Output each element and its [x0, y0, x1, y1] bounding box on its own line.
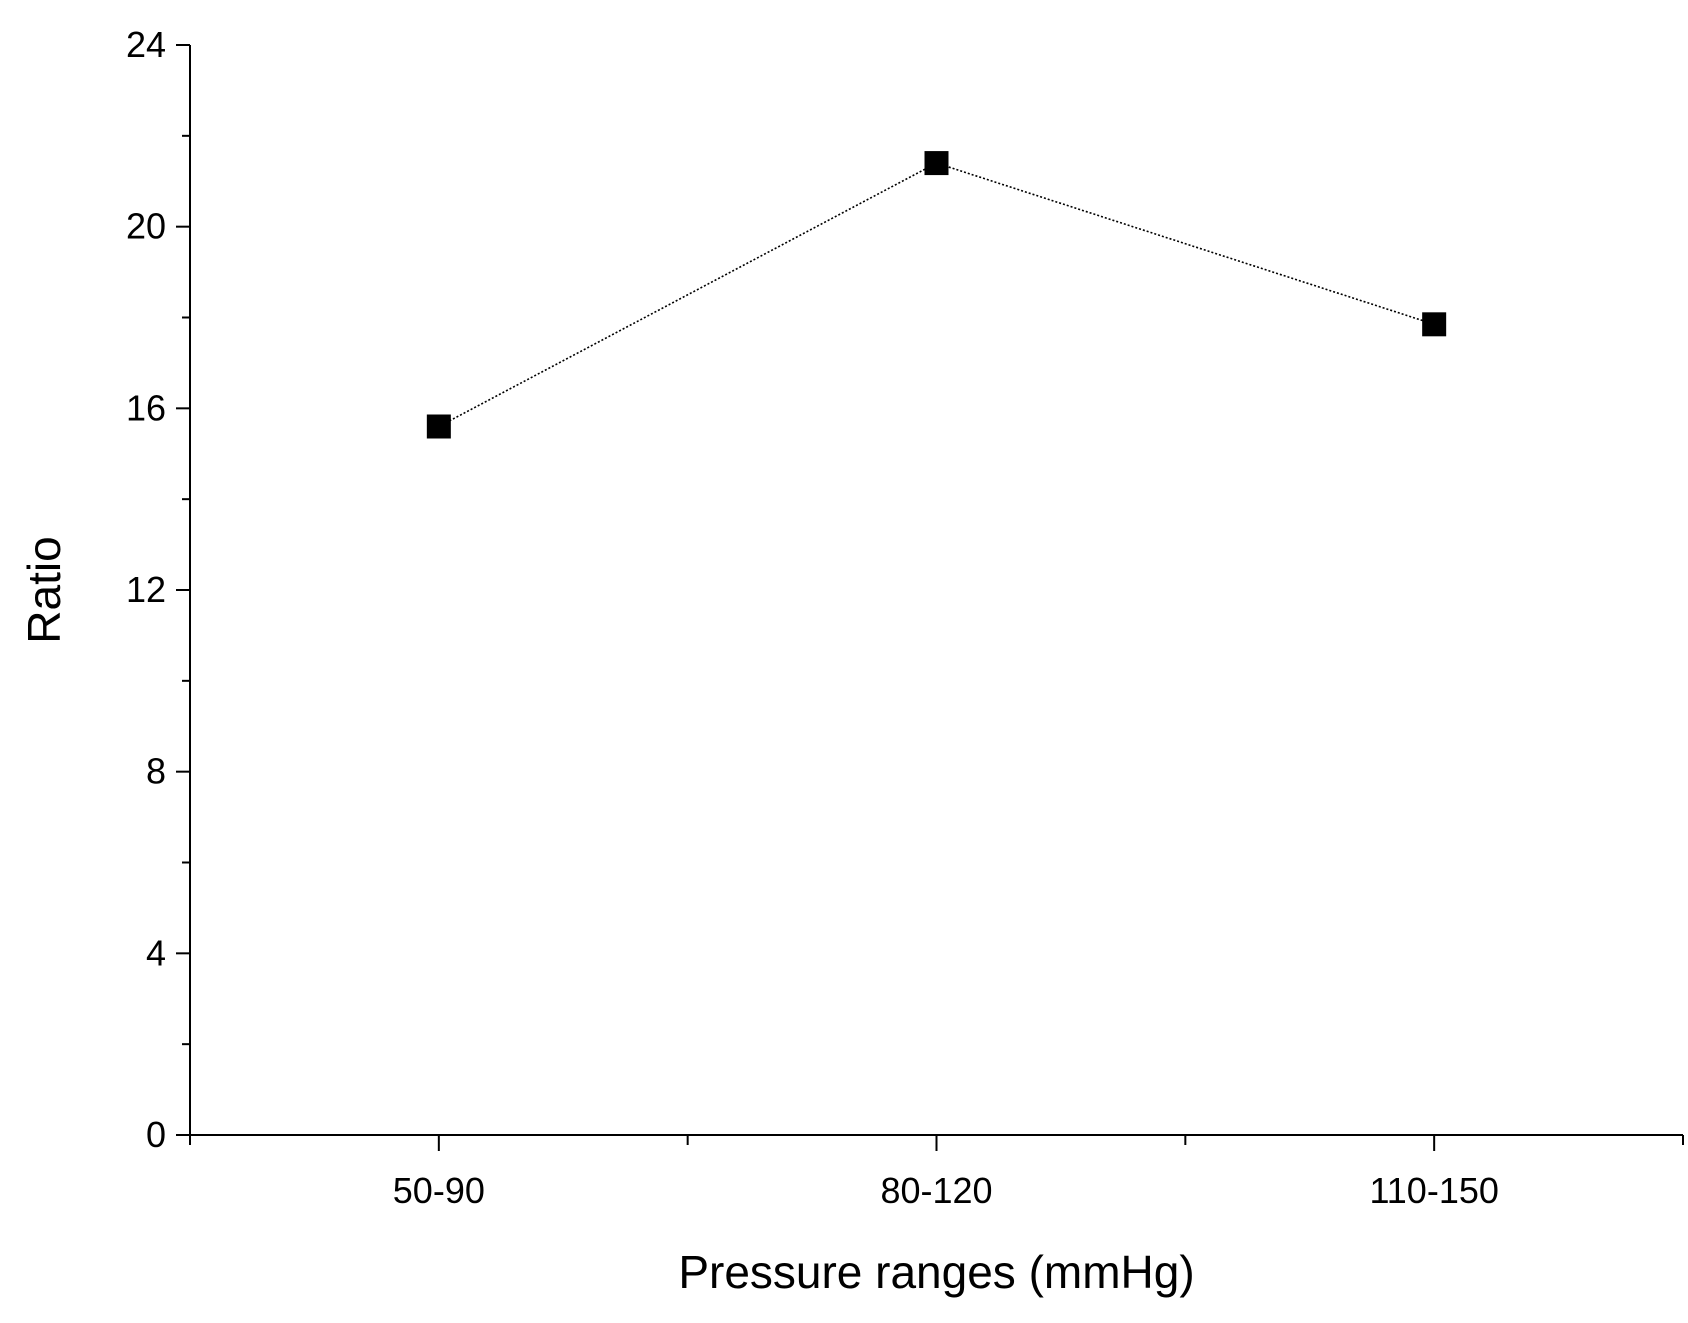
y-tick-label: 20	[126, 206, 166, 247]
y-tick-label: 24	[126, 24, 166, 65]
chart-background	[0, 0, 1688, 1323]
x-tick-label: 110-150	[1369, 1170, 1498, 1211]
y-tick-label: 12	[126, 569, 166, 610]
data-point-marker	[427, 415, 451, 439]
y-tick-label: 0	[146, 1114, 166, 1155]
data-point-marker	[1422, 312, 1446, 336]
y-axis-title: Ratio	[18, 536, 70, 643]
x-tick-label: 80-120	[880, 1170, 992, 1211]
data-point-marker	[925, 151, 949, 175]
x-axis-title: Pressure ranges (mmHg)	[678, 1246, 1194, 1298]
chart: 0 4 8 12 16 20 24 50-90 80-120 110-150 Pressure r…	[0, 0, 1688, 1323]
y-tick-label: 16	[126, 387, 166, 428]
y-tick-label: 4	[146, 932, 166, 973]
x-tick-label: 50-90	[393, 1170, 485, 1211]
y-tick-label: 8	[146, 751, 166, 792]
